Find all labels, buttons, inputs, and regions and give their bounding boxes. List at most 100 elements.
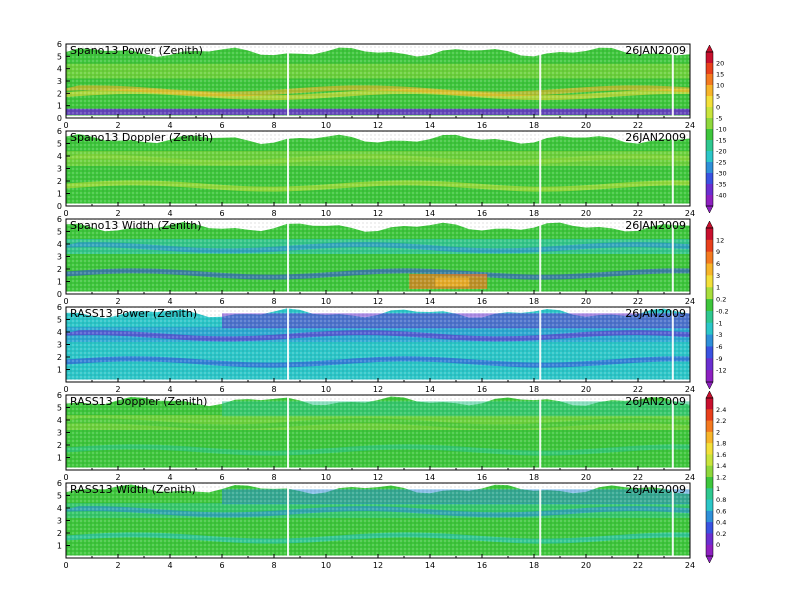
colorbar-swatch — [706, 228, 713, 241]
colorbar-label: 1 — [716, 284, 720, 292]
colorbar-bottom-arrow — [705, 555, 714, 564]
heatmap-field — [66, 131, 690, 206]
x-tick-label: 14 — [425, 121, 435, 130]
y-tick-label: 2 — [57, 529, 62, 538]
x-tick-label: 20 — [581, 121, 591, 130]
y-tick-label: 4 — [57, 152, 62, 161]
x-tick-label: 22 — [633, 297, 643, 306]
colorbar-label: -6 — [716, 343, 722, 351]
colorbar-swatch — [706, 322, 713, 336]
colorbar-swatch — [706, 420, 713, 433]
x-tick-label: 24 — [685, 473, 695, 482]
x-tick-label: 6 — [219, 561, 224, 570]
colorbar-label: -30 — [716, 170, 727, 178]
colorbar-label: 9 — [716, 248, 720, 256]
y-tick-label: 0 — [57, 202, 62, 211]
colorbar-swatch — [706, 522, 713, 534]
y-tick-label: 3 — [57, 165, 62, 174]
x-tick-label: 12 — [373, 561, 383, 570]
colorbar-1: 20 15 10 5 0 -5 -10 -15 -20 -25 -30 -35 -40 — [705, 44, 727, 214]
x-tick-label: 12 — [373, 473, 383, 482]
colorbar-label: -15 — [716, 137, 727, 145]
colorbar-swatch — [706, 129, 713, 141]
x-tick-label: 12 — [373, 209, 383, 218]
colorbar-top-arrow — [705, 390, 714, 399]
x-tick-label: 14 — [425, 209, 435, 218]
colorbar-label: -12 — [716, 367, 727, 375]
x-tick-label: 22 — [633, 385, 643, 394]
x-tick-label: 14 — [425, 473, 435, 482]
y-tick-label: 6 — [57, 40, 62, 49]
x-tick-label: 12 — [373, 385, 383, 394]
colorbar-swatch — [706, 370, 713, 383]
x-tick-label: 10 — [321, 209, 331, 218]
colorbar-swatch — [706, 431, 713, 444]
colorbar-bottom-arrow — [705, 381, 714, 390]
x-tick-label: 2 — [115, 209, 120, 218]
x-tick-label: 4 — [167, 385, 172, 394]
colorbar-swatch — [706, 443, 713, 455]
x-tick-label: 10 — [321, 385, 331, 394]
colorbar-label: -35 — [716, 181, 727, 189]
y-tick-label: 4 — [57, 328, 62, 337]
colorbar-swatch — [706, 162, 713, 174]
colorbar-label: 1.4 — [716, 462, 726, 470]
x-tick-label: 14 — [425, 297, 435, 306]
x-tick-label: 2 — [115, 121, 120, 130]
x-tick-label: 10 — [321, 473, 331, 482]
colorbar-label: 0 — [716, 104, 720, 112]
colorbar-top-arrow — [705, 220, 714, 229]
x-tick-label: 14 — [425, 561, 435, 570]
y-tick-label: 4 — [57, 416, 62, 425]
colorbar-label: -5 — [716, 115, 722, 123]
colorbar-swatch — [706, 510, 713, 523]
y-tick-label: 3 — [57, 77, 62, 86]
heatmap-field — [66, 483, 690, 558]
x-tick-label: 4 — [167, 121, 172, 130]
x-tick-label: 0 — [63, 385, 68, 394]
x-tick-label: 8 — [271, 121, 276, 130]
colorbar-swatch — [706, 533, 713, 546]
x-tick-label: 10 — [321, 121, 331, 130]
panel-date: 26JAN2009 — [625, 219, 686, 232]
colorbar-swatch — [706, 173, 713, 185]
colorbar-label: 20 — [716, 60, 724, 68]
colorbar-swatch — [706, 96, 713, 108]
colorbar-label: 6 — [716, 260, 720, 268]
x-tick-label: 16 — [477, 385, 487, 394]
colorbar-label: 1.6 — [716, 451, 726, 459]
x-tick-label: 4 — [167, 297, 172, 306]
y-tick-label: 1 — [57, 542, 62, 551]
colorbar-swatch — [706, 299, 713, 312]
colorbar-swatch — [706, 334, 713, 347]
x-tick-label: 18 — [529, 473, 539, 482]
y-tick-label: 5 — [57, 52, 62, 61]
heatmap-field — [66, 44, 690, 118]
x-tick-label: 20 — [581, 385, 591, 394]
panel-date: 26JAN2009 — [625, 131, 686, 144]
y-tick-label: 3 — [57, 517, 62, 526]
x-tick-label: 22 — [633, 209, 643, 218]
colorbar-frame — [705, 397, 714, 557]
x-tick-label: 2 — [115, 385, 120, 394]
y-tick-label: 5 — [57, 404, 62, 413]
colorbar-label: 10 — [716, 82, 724, 90]
y-tick-label: 3 — [57, 429, 62, 438]
colorbar-3: 2.4 2.2 2 1.8 1.6 1.4 1.2 1 0.8 0.6 0.4 0.2 0 — [705, 390, 726, 564]
colorbar-swatch — [706, 346, 713, 359]
colorbar-bottom-arrow — [705, 205, 714, 214]
colorbar-swatch — [706, 488, 713, 501]
colorbar-label: 2 — [716, 428, 720, 436]
x-tick-label: 24 — [685, 385, 695, 394]
x-tick-label: 8 — [271, 297, 276, 306]
x-tick-label: 24 — [685, 561, 695, 570]
colorbar-label: -20 — [716, 148, 727, 156]
colorbar-label: -0.2 — [716, 307, 729, 315]
colorbar-swatch — [706, 544, 713, 557]
colorbars-group: 20151050-5-10-15-20-25-30-35-401296310.2… — [705, 44, 729, 564]
